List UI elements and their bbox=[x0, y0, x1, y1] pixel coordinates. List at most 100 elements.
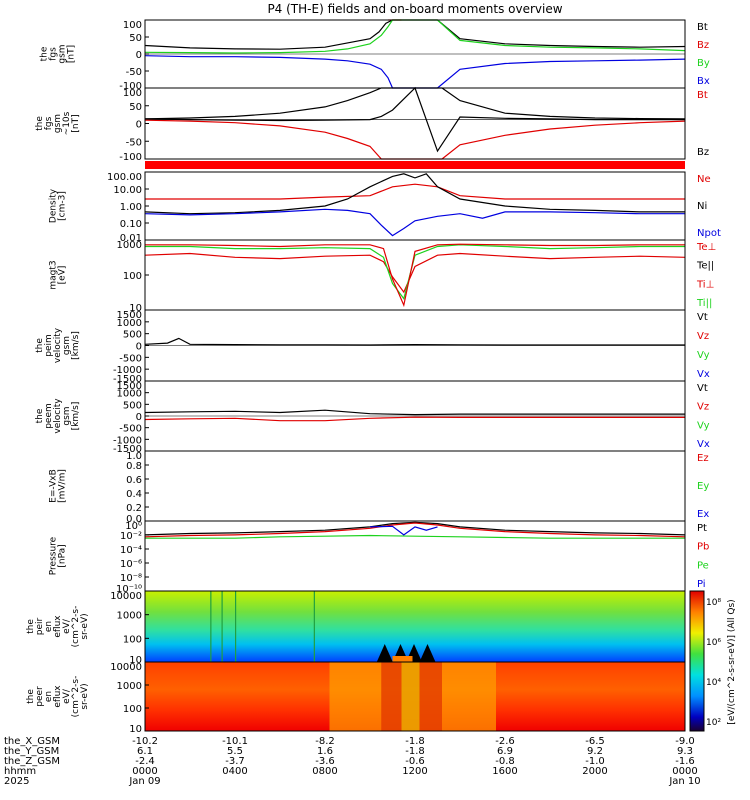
y-axis-label-line: the bbox=[35, 338, 45, 353]
legend-label: Vt bbox=[697, 383, 708, 394]
y-axis-label-line: E=-VxB bbox=[49, 469, 59, 503]
series-bx bbox=[144, 55, 686, 89]
y-tick-label: 100 bbox=[123, 271, 142, 282]
y-tick-label: -100 bbox=[119, 81, 142, 92]
spectrogram-stripe bbox=[221, 591, 223, 662]
y-tick-label: -50 bbox=[126, 137, 142, 148]
spectrogram-stripe bbox=[235, 591, 237, 662]
y-tick-label: -500 bbox=[119, 424, 142, 435]
legend-label: Ti⊥ bbox=[696, 279, 714, 290]
x-tick-value: -1.0 bbox=[585, 756, 605, 767]
legend-label: Vx bbox=[697, 369, 710, 380]
panel-fgs: 100 50 0 -50 -100 the fgs gsm [nT] Bt Bz By Bx bbox=[40, 19, 710, 92]
legend-label: Bz bbox=[697, 40, 709, 51]
y-axis-label-line: the bbox=[26, 619, 36, 634]
y-tick-label: 1000 bbox=[117, 318, 142, 329]
y-axis-label-line: [nPa] bbox=[58, 544, 68, 567]
colorbar-tick: 10⁴ bbox=[706, 678, 721, 688]
x-tick-value: -10.1 bbox=[222, 736, 248, 747]
y-tick-label: 100 bbox=[123, 634, 142, 645]
y-tick-label: 0 bbox=[136, 120, 142, 131]
y-tick-label: -50 bbox=[126, 67, 142, 78]
y-axis-label-line: the bbox=[40, 46, 50, 61]
panel-peir_spectrogram: 10000 1000 100 10 the peir en eflux eV/(cm^2-s-s… bbox=[26, 590, 686, 666]
series-ti bbox=[145, 243, 685, 308]
panel-peer_spectrogram: 10000 1000 100 10 the peer en eflux eV/(cm^2-s-s… bbox=[26, 661, 686, 735]
y-axis-label-line: magt3 bbox=[49, 260, 59, 289]
y-tick-label: 1.0 bbox=[126, 451, 142, 462]
series-pi bbox=[369, 525, 438, 536]
y-axis-label-line: en bbox=[44, 691, 54, 702]
y-axis-label-line: fgs bbox=[49, 47, 59, 61]
panel-efield: 1.00.8 0.6 0.4 0.20.0 E=-VxB [mV/m] Ez Ey Ex bbox=[49, 450, 709, 525]
y-axis-label-line: peem bbox=[44, 403, 54, 429]
y-tick-label: 10⁻⁶ bbox=[120, 559, 142, 570]
x-tick-value: -1.8 bbox=[405, 736, 425, 747]
figure-title: P4 (TH-E) fields and on-board moments ov… bbox=[267, 2, 562, 16]
x-tick-value: 0400 bbox=[222, 766, 247, 777]
legend-label: Ne bbox=[697, 174, 711, 185]
y-axis-label: Pressure [nPa] bbox=[49, 536, 68, 575]
y-tick-label: 100 bbox=[123, 704, 142, 715]
series-pe bbox=[145, 534, 685, 539]
y-tick-label: 50 bbox=[129, 102, 142, 113]
y-axis-label-line: [km/s] bbox=[71, 402, 81, 431]
y-axis-label-line: Density bbox=[49, 188, 59, 223]
y-tick-label: 0.8 bbox=[126, 461, 142, 472]
y-axis-label-line: (cm^2-s- bbox=[71, 606, 81, 648]
x-row-label: 2025 bbox=[4, 776, 29, 787]
colorbar-tick: 10⁸ bbox=[706, 598, 721, 608]
series-bz bbox=[144, 86, 685, 153]
legend-label: Vy bbox=[697, 420, 710, 431]
y-tick-label: 50 bbox=[129, 33, 142, 44]
spectrogram-burst bbox=[419, 644, 436, 662]
y-axis-label-line: the bbox=[35, 408, 45, 423]
y-tick-label: -1000 bbox=[113, 435, 142, 446]
y-tick-label: -1500 bbox=[113, 444, 142, 455]
y-axis-label-line: ~10s bbox=[62, 111, 72, 135]
y-tick-label: 100.00 bbox=[107, 172, 142, 183]
y-axis-label-line: [nT] bbox=[71, 114, 81, 132]
panel-frame bbox=[144, 239, 686, 311]
y-tick-label: -500 bbox=[119, 353, 142, 364]
panel-frame bbox=[144, 520, 686, 592]
y-axis-label-line: (cm^2-s- bbox=[71, 676, 81, 718]
x-tick-value: 1.6 bbox=[317, 746, 333, 757]
legend-label: Te|| bbox=[696, 261, 714, 272]
x-tick-value: -1.6 bbox=[675, 756, 695, 767]
panel-density: 100.00 10.00 1.00 0.10 0.01 Density [cm-3] Ne Ni… bbox=[49, 171, 721, 244]
panel-frame bbox=[144, 87, 686, 160]
y-axis-label-line: Pressure bbox=[49, 536, 59, 575]
y-axis-label: magt3 [eV] bbox=[49, 260, 68, 289]
y-axis-label-line: gsm bbox=[62, 336, 72, 355]
panel-fgs_secondary: 100 50 0 -50 -100 the fgs gsm ~10s [nT] Bt Bz bbox=[35, 86, 709, 163]
legend-label: Bt bbox=[697, 90, 708, 101]
y-tick-label: 1000 bbox=[117, 240, 142, 251]
colorbar-tick: 10⁶ bbox=[706, 638, 721, 648]
y-tick-label: -100 bbox=[119, 152, 142, 163]
panel-temperature: 1000 100 10 magt3 [eV] Te⊥ Te|| Ti⊥ Ti|| bbox=[49, 239, 716, 314]
series-ni bbox=[144, 173, 685, 215]
x-tick-value: -2.4 bbox=[135, 756, 155, 767]
legend-label: Pt bbox=[697, 523, 707, 534]
x-tick-value: -9.0 bbox=[675, 736, 695, 747]
series-pb bbox=[144, 522, 686, 538]
y-tick-label: 1000 bbox=[117, 611, 142, 622]
y-axis-label-line: en bbox=[44, 621, 54, 632]
y-tick-label: 0 bbox=[136, 412, 142, 423]
legend-label: Vz bbox=[697, 402, 709, 413]
series-bt bbox=[144, 19, 686, 50]
y-tick-label: 10.00 bbox=[113, 185, 142, 196]
y-axis-label: the fgs gsm ~10s [nT] bbox=[35, 111, 81, 135]
legend-label: Pi bbox=[697, 579, 706, 590]
y-axis-label-line: [eV] bbox=[58, 266, 68, 285]
x-tick-value: -1.8 bbox=[405, 746, 425, 757]
y-axis-label-line: [cm-3] bbox=[58, 191, 68, 221]
spectrogram-burst bbox=[392, 656, 413, 662]
y-tick-label: 10⁻² bbox=[120, 531, 142, 542]
y-tick-label: -1000 bbox=[113, 365, 142, 376]
x-row-label: hhmm bbox=[4, 766, 36, 777]
colorbar-scale bbox=[689, 590, 705, 732]
legend-label: Ez bbox=[697, 453, 709, 464]
